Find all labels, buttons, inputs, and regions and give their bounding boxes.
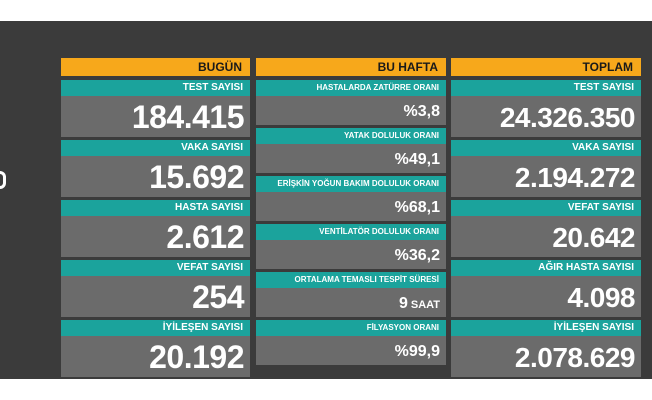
card-value: 2.612 <box>61 216 250 257</box>
value-text: 9 <box>398 295 408 312</box>
card-value: %36,2 <box>256 240 446 269</box>
total-card-cases: VAKA SAYISI 2.194.272 <box>451 140 641 197</box>
total-header: TOPLAM <box>451 58 641 76</box>
card-label: VEFAT SAYISI <box>451 200 641 216</box>
week-card-icu-occupancy: ERİŞKİN YOĞUN BAKIM DOLULUK ORANI %68,1 <box>256 176 446 221</box>
week-card-filiation: FİLYASYON ORANI %99,9 <box>256 320 446 365</box>
edge-decoration <box>0 171 6 189</box>
card-label: FİLYASYON ORANI <box>256 320 446 336</box>
value-text: %36,2 <box>394 247 440 264</box>
card-value: 15.692 <box>61 156 250 197</box>
card-value: 24.326.350 <box>451 96 641 137</box>
total-card-tests: TEST SAYISI 24.326.350 <box>451 80 641 137</box>
card-value: 9 SAAT <box>256 288 446 317</box>
today-column: BUGÜN TEST SAYISI 184.415 VAKA SAYISI 15… <box>61 58 250 380</box>
card-label: HASTALARDA ZATÜRRE ORANI <box>256 80 446 96</box>
card-label: YATAK DOLULUK ORANI <box>256 128 446 144</box>
value-text: %49,1 <box>394 151 440 168</box>
card-value: %68,1 <box>256 192 446 221</box>
total-column: TOPLAM TEST SAYISI 24.326.350 VAKA SAYIS… <box>451 58 641 380</box>
card-label: AĞIR HASTA SAYISI <box>451 260 641 276</box>
card-label: VEFAT SAYISI <box>61 260 250 276</box>
today-card-tests: TEST SAYISI 184.415 <box>61 80 250 137</box>
card-label: TEST SAYISI <box>451 80 641 96</box>
card-value: %3,8 <box>256 96 446 125</box>
week-card-bed-occupancy: YATAK DOLULUK ORANI %49,1 <box>256 128 446 173</box>
card-value: 254 <box>61 276 250 317</box>
card-value: %49,1 <box>256 144 446 173</box>
week-column: BU HAFTA HASTALARDA ZATÜRRE ORANI %3,8 Y… <box>256 58 446 368</box>
value-unit: SAAT <box>410 299 440 311</box>
today-card-deaths: VEFAT SAYISI 254 <box>61 260 250 317</box>
total-card-severe: AĞIR HASTA SAYISI 4.098 <box>451 260 641 317</box>
week-card-pneumonia: HASTALARDA ZATÜRRE ORANI %3,8 <box>256 80 446 125</box>
stats-board: BUGÜN TEST SAYISI 184.415 VAKA SAYISI 15… <box>0 21 652 379</box>
card-label: İYİLEŞEN SAYISI <box>451 320 641 336</box>
value-text: %3,8 <box>403 103 440 120</box>
card-label: ERİŞKİN YOĞUN BAKIM DOLULUK ORANI <box>256 176 446 192</box>
card-value: 20.642 <box>451 216 641 257</box>
card-label: TEST SAYISI <box>61 80 250 96</box>
today-card-recovered: İYİLEŞEN SAYISI 20.192 <box>61 320 250 377</box>
card-value: 2.194.272 <box>451 156 641 197</box>
card-value: 20.192 <box>61 336 250 377</box>
card-label: VENTİLATÖR DOLULUK ORANI <box>256 224 446 240</box>
card-label: HASTA SAYISI <box>61 200 250 216</box>
today-card-cases: VAKA SAYISI 15.692 <box>61 140 250 197</box>
week-card-ventilator-occupancy: VENTİLATÖR DOLULUK ORANI %36,2 <box>256 224 446 269</box>
today-card-patients: HASTA SAYISI 2.612 <box>61 200 250 257</box>
card-value: 2.078.629 <box>451 336 641 377</box>
value-text: %68,1 <box>394 199 440 216</box>
card-label: VAKA SAYISI <box>61 140 250 156</box>
value-text: %99,9 <box>394 343 440 360</box>
card-label: ORTALAMA TEMASLI TESPİT SÜRESİ <box>256 272 446 288</box>
card-value: 184.415 <box>61 96 250 137</box>
total-card-recovered: İYİLEŞEN SAYISI 2.078.629 <box>451 320 641 377</box>
card-value: %99,9 <box>256 336 446 365</box>
today-header: BUGÜN <box>61 58 250 76</box>
total-card-deaths: VEFAT SAYISI 20.642 <box>451 200 641 257</box>
card-label: VAKA SAYISI <box>451 140 641 156</box>
card-value: 4.098 <box>451 276 641 317</box>
week-header: BU HAFTA <box>256 58 446 76</box>
week-card-contact-detection: ORTALAMA TEMASLI TESPİT SÜRESİ 9 SAAT <box>256 272 446 317</box>
card-label: İYİLEŞEN SAYISI <box>61 320 250 336</box>
